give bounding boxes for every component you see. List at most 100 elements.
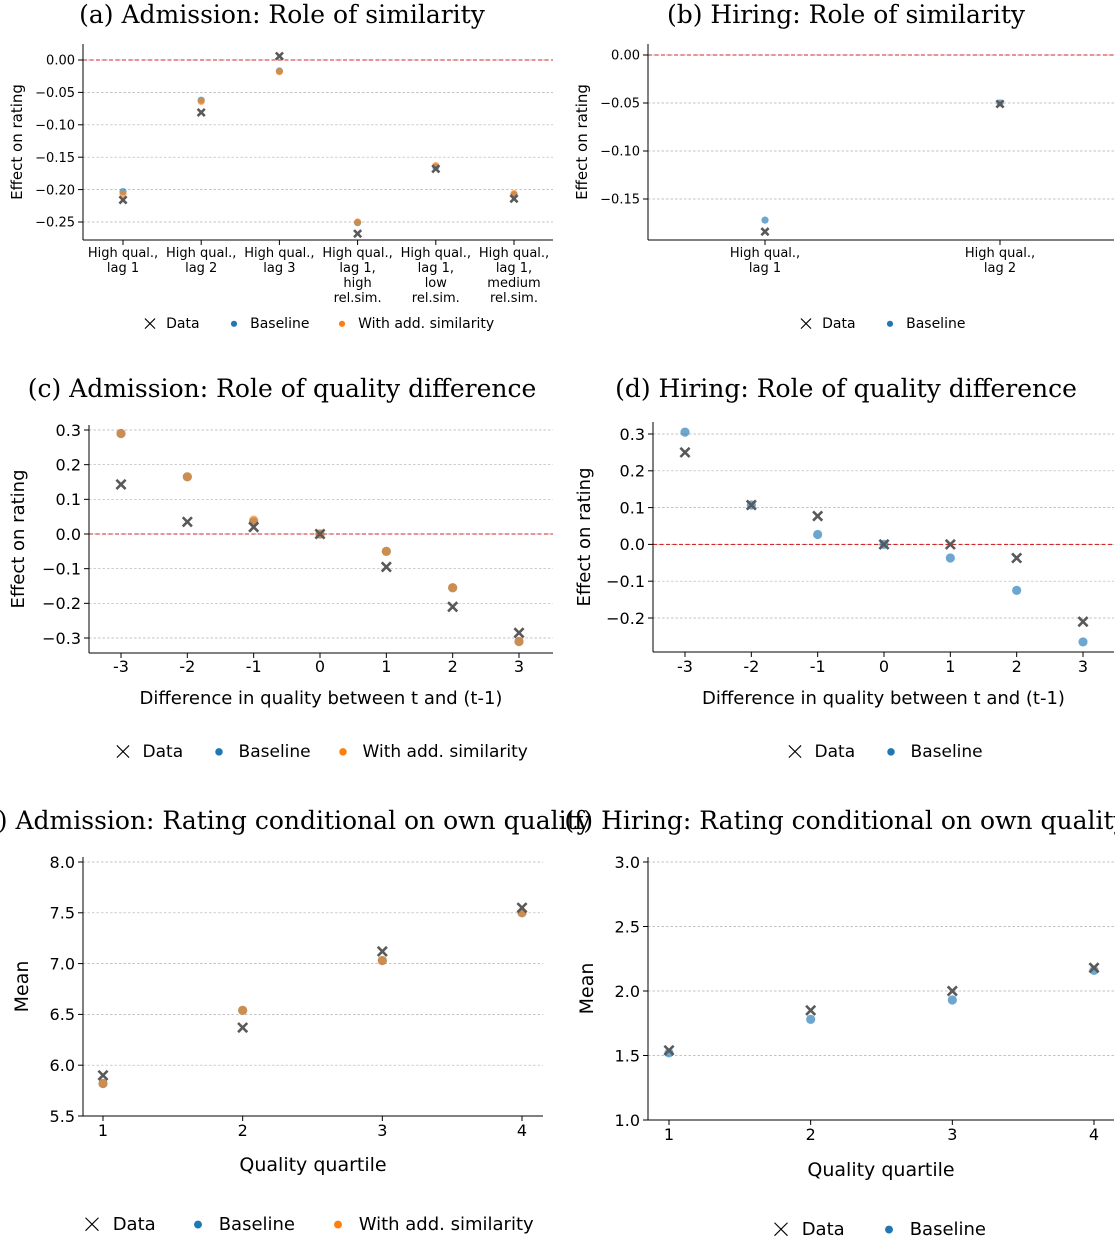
x-tick-label: 1 [664, 1125, 674, 1144]
y-tick-label: 0.1 [620, 498, 645, 517]
legend-item: Baseline [230, 316, 309, 332]
x-tick-label: High qual., lag 2 [965, 246, 1035, 276]
x-tick-label: High qual., lag 3 [244, 246, 314, 276]
x-tick-label: 1 [381, 657, 391, 676]
legend: Data Baseline With add. similarity [85, 1214, 534, 1235]
data-point-data [431, 164, 441, 174]
data-point-with-similarity [514, 636, 524, 647]
legend-marker-baseline [194, 1220, 202, 1229]
x-axis-label: Quality quartile [239, 1154, 386, 1176]
legend-marker-baseline [230, 320, 238, 327]
chart-d: (d) Hiring: Role of quality difference 0.… [574, 374, 1114, 762]
x-tick-label: -2 [743, 657, 759, 676]
y-tick-label: −0.2 [606, 609, 645, 628]
x-tick-label: 2 [448, 657, 458, 676]
x-tick-label: High qual., lag 1, low rel.sim. [401, 246, 471, 306]
data-point-data [509, 194, 519, 204]
legend-marker-data [116, 745, 130, 759]
legend-item: Data [116, 742, 184, 762]
legend: Data Baseline With add. similarity [144, 316, 494, 332]
x-tick-label: 3 [947, 1125, 957, 1144]
data-point-with-similarity [354, 218, 362, 226]
y-tick-label: 0.00 [611, 49, 640, 64]
legend-label: Data [802, 1219, 845, 1240]
y-tick-label: −0.1 [606, 572, 645, 591]
legend-marker-with-similarity [338, 320, 346, 327]
data-point-data [944, 538, 956, 550]
x-tick-label: 1 [98, 1121, 108, 1140]
data-point-data [353, 229, 363, 239]
x-tick-label: -3 [677, 657, 693, 676]
legend-label: With add. similarity [358, 316, 494, 332]
data-point-data [314, 528, 326, 540]
legend-item: Baseline [886, 316, 965, 332]
legend-item: Data [788, 742, 855, 762]
legend-marker-data [788, 745, 802, 759]
data-point-data [878, 538, 890, 550]
legend-item: With add. similarity [339, 742, 528, 762]
legend-marker-with-similarity [339, 748, 347, 756]
legend-item: Data [144, 316, 200, 332]
legend-label: Data [143, 742, 184, 762]
x-tick-label: High qual., lag 1, high rel.sim. [322, 246, 392, 306]
data-point-data [812, 510, 824, 522]
y-tick-label: −0.2 [42, 594, 81, 613]
x-tick-label: 2 [238, 1121, 248, 1140]
legend-item: Data [800, 316, 856, 332]
x-axis-label: Quality quartile [807, 1159, 954, 1181]
y-tick-label: 8.0 [50, 853, 75, 872]
y-tick-label: 6.0 [50, 1056, 75, 1075]
x-tick-label: High qual., lag 1, medium rel.sim. [479, 246, 549, 306]
y-axis-label: Mean [576, 963, 598, 1015]
x-tick-label: 3 [514, 657, 524, 676]
data-point-data [995, 99, 1005, 109]
data-point-baseline [664, 1048, 674, 1058]
data-point-baseline [945, 553, 955, 563]
y-tick-label: 0.2 [620, 462, 645, 481]
legend-item: Data [85, 1214, 156, 1235]
legend-item: With add. similarity [334, 1214, 534, 1235]
legend-item: With add. similarity [338, 316, 494, 332]
x-tick-label: High qual., lag 2 [166, 246, 236, 276]
legend-label: Baseline [911, 742, 983, 762]
y-tick-label: 2.5 [615, 917, 640, 936]
y-axis-label: Effect on rating [8, 470, 29, 609]
y-tick-label: 2.0 [615, 982, 640, 1001]
data-point-data [1088, 962, 1100, 974]
chart-b: (b) Hiring: Role of similarity 0.00 −0.05 −… [573, 0, 1114, 332]
y-tick-label: 0.0 [620, 535, 645, 554]
data-point-with-similarity [249, 515, 259, 525]
legend-label: With add. similarity [359, 1214, 534, 1235]
chart-f: (f) Hiring: Rating conditional on own qu… [564, 806, 1115, 1240]
data-point-data [805, 1004, 817, 1016]
data-point-with-similarity [182, 472, 192, 482]
x-tick-label: -3 [113, 657, 129, 676]
legend-label: Data [113, 1214, 156, 1235]
legend-label: With add. similarity [363, 742, 528, 762]
y-tick-label: −0.05 [600, 97, 640, 112]
y-tick-label: −0.10 [600, 145, 640, 160]
legend: Data Baseline [774, 1219, 986, 1240]
y-tick-label: 0.3 [56, 421, 81, 440]
y-tick-label: 6.5 [50, 1005, 75, 1024]
data-point-data [946, 985, 958, 997]
y-axis-label: Effect on rating [573, 84, 591, 200]
data-point-data [1011, 552, 1023, 564]
y-axis-label: Mean [11, 961, 33, 1013]
data-point-data [376, 945, 388, 957]
data-point-data [380, 561, 392, 573]
legend-label: Baseline [250, 316, 309, 332]
data-point-data [118, 195, 128, 205]
data-point-data [760, 227, 770, 237]
data-point-with-similarity [197, 97, 205, 106]
x-tick-label: 4 [1089, 1125, 1099, 1144]
legend-label: Baseline [219, 1214, 295, 1235]
legend-label: Data [166, 316, 199, 332]
data-point-data [513, 627, 525, 639]
data-point-with-similarity [238, 1005, 248, 1015]
legend-item: Baseline [194, 1214, 295, 1235]
legend-label: Data [822, 316, 855, 332]
legend-item: Baseline [887, 742, 983, 762]
data-point-data [115, 478, 127, 490]
data-point-data [248, 521, 260, 533]
